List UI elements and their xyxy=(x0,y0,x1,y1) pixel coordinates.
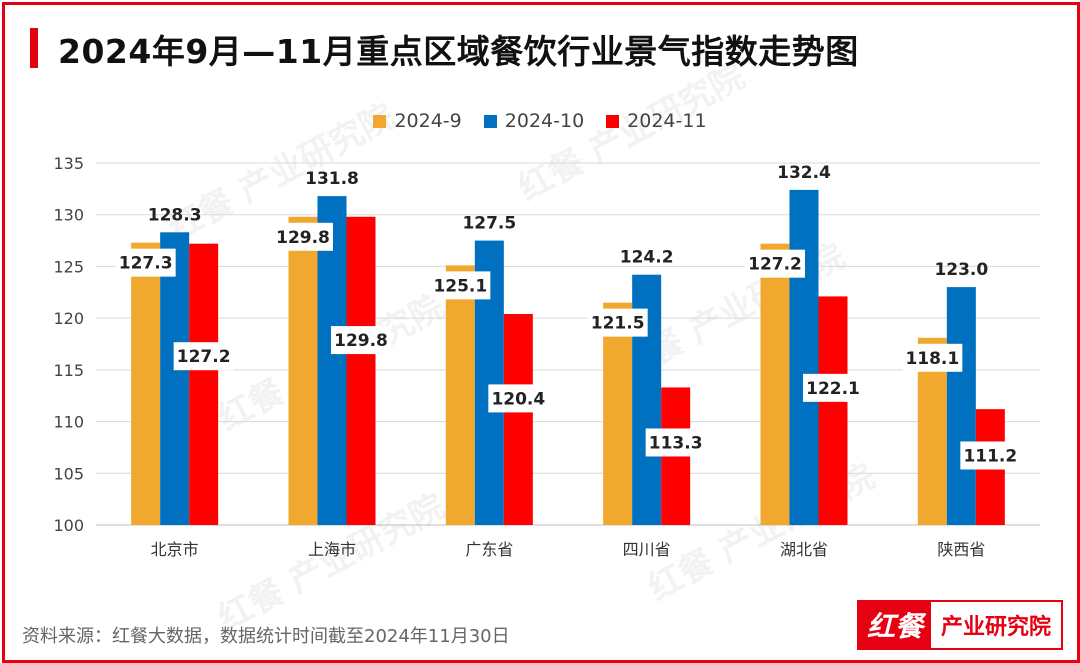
bar xyxy=(317,196,347,525)
bar xyxy=(445,265,475,525)
y-tick-label: 135 xyxy=(53,154,84,173)
data-label-box xyxy=(331,326,391,355)
bar xyxy=(603,302,633,525)
data-label-box xyxy=(430,271,491,300)
title-accent-bar xyxy=(30,28,38,68)
legend-label: 2024-11 xyxy=(627,110,707,132)
legend: 2024-9 2024-10 2024-11 xyxy=(0,110,1080,132)
bar xyxy=(818,296,848,525)
legend-item: 2024-9 xyxy=(373,110,462,132)
data-label: 129.8 xyxy=(276,228,330,248)
legend-swatch xyxy=(483,114,497,128)
bar xyxy=(503,314,533,525)
data-label: 120.4 xyxy=(491,389,545,409)
data-label: 123.0 xyxy=(934,260,988,280)
legend-swatch xyxy=(606,114,620,128)
data-label-box xyxy=(803,373,863,402)
x-tick-label: 四川省 xyxy=(623,540,671,559)
brand-badge: 红餐 产业研究院 xyxy=(857,600,1064,650)
data-label: 122.1 xyxy=(806,379,860,399)
y-tick-label: 125 xyxy=(53,257,84,276)
data-label: 113.3 xyxy=(649,433,703,453)
source-note: 资料来源：红餐大数据，数据统计时间截至2024年11月30日 xyxy=(22,626,510,647)
bar xyxy=(288,216,318,526)
legend-swatch xyxy=(373,114,387,128)
data-label: 118.1 xyxy=(905,349,959,369)
y-tick-label: 120 xyxy=(53,309,84,328)
y-tick-label: 110 xyxy=(53,413,84,432)
data-label: 127.3 xyxy=(119,254,173,274)
bar xyxy=(189,243,219,525)
bar xyxy=(160,232,190,525)
chart-title: 2024年9月—11月重点区域餐饮行业景气指数走势图 xyxy=(58,32,859,71)
bar xyxy=(946,287,976,525)
bar xyxy=(346,216,376,526)
data-label-box xyxy=(173,342,234,371)
data-label-box xyxy=(587,308,648,337)
data-label: 121.5 xyxy=(591,314,645,334)
x-tick-label: 北京市 xyxy=(151,540,199,559)
x-tick-label: 陕西省 xyxy=(937,540,985,559)
data-label: 127.2 xyxy=(748,255,802,275)
data-label-box xyxy=(273,222,333,251)
data-label-box xyxy=(745,249,805,278)
bar xyxy=(760,243,790,525)
data-label: 132.4 xyxy=(777,163,831,183)
brand-logo: 红餐 xyxy=(859,602,932,648)
brand-name: 产业研究院 xyxy=(941,615,1052,640)
data-label: 129.8 xyxy=(334,331,388,351)
data-label: 127.5 xyxy=(462,214,516,234)
data-label-box xyxy=(902,343,963,372)
y-tick-label: 105 xyxy=(53,464,84,483)
data-label-box xyxy=(645,428,706,457)
data-label-box xyxy=(960,441,1021,470)
legend-label: 2024-9 xyxy=(394,110,462,132)
bar xyxy=(131,242,161,525)
legend-item: 2024-10 xyxy=(483,110,585,132)
legend-item: 2024-11 xyxy=(606,110,707,132)
y-tick-label: 130 xyxy=(53,206,84,225)
x-tick-label: 广东省 xyxy=(465,540,513,559)
y-tick-label: 100 xyxy=(53,516,84,535)
data-label-box xyxy=(115,248,176,277)
data-label: 111.2 xyxy=(963,446,1017,466)
y-tick-label: 115 xyxy=(53,361,84,380)
data-label: 131.8 xyxy=(305,169,359,189)
x-tick-label: 湖北省 xyxy=(780,540,828,559)
data-label-box xyxy=(488,384,549,413)
legend-label: 2024-10 xyxy=(504,110,585,132)
data-label: 127.2 xyxy=(177,347,231,367)
x-tick-label: 上海市 xyxy=(308,540,356,559)
bar xyxy=(789,189,819,526)
data-label: 125.1 xyxy=(433,276,487,296)
data-label: 128.3 xyxy=(148,205,202,225)
data-label: 124.2 xyxy=(620,248,674,268)
